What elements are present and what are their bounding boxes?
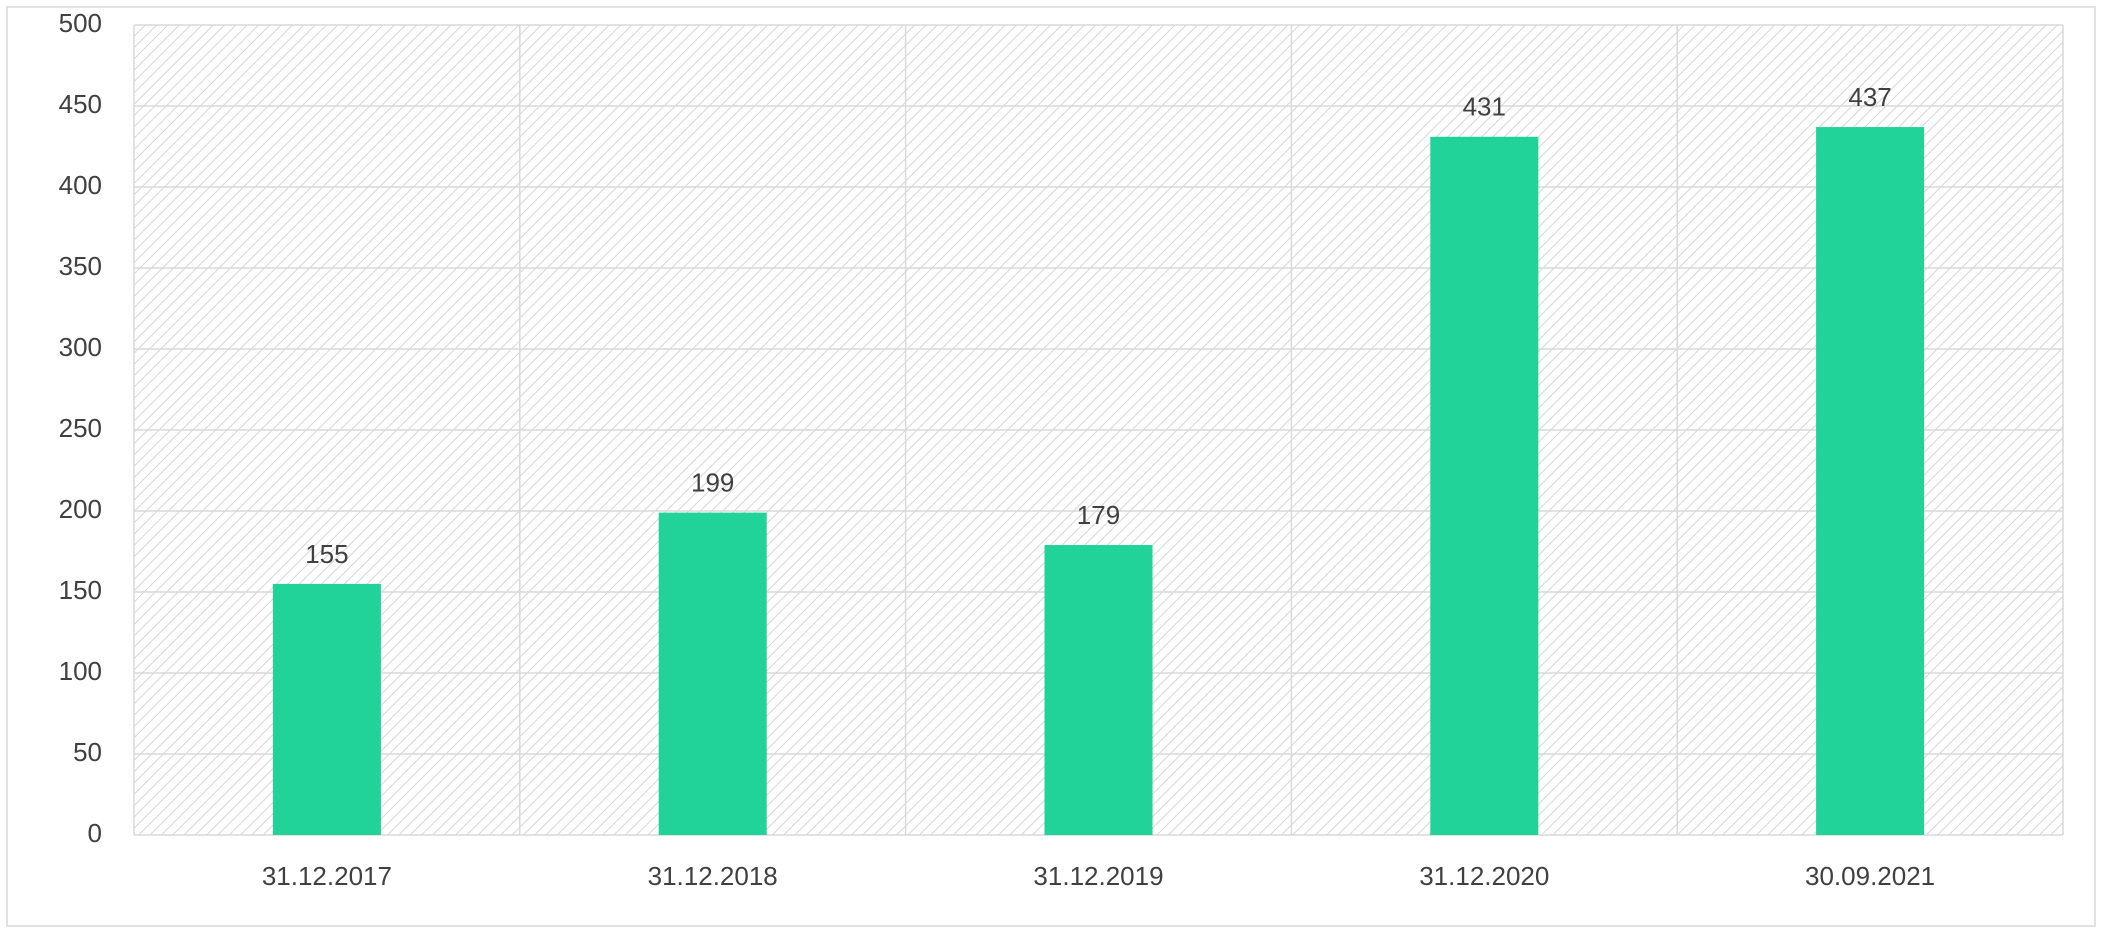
- bar: [1430, 136, 1539, 835]
- x-tick-label: 31.12.2019: [1033, 861, 1163, 891]
- data-label: 437: [1848, 82, 1891, 112]
- data-label: 179: [1077, 500, 1120, 530]
- y-tick-label: 0: [88, 818, 102, 848]
- data-label: 199: [691, 467, 734, 497]
- y-tick-label: 250: [59, 413, 102, 443]
- x-tick-label: 31.12.2018: [648, 861, 778, 891]
- y-tick-label: 300: [59, 332, 102, 362]
- data-label: 155: [305, 539, 348, 569]
- y-tick-label: 200: [59, 494, 102, 524]
- x-tick-label: 31.12.2020: [1419, 861, 1549, 891]
- y-tick-label: 450: [59, 89, 102, 119]
- y-tick-label: 500: [59, 8, 102, 38]
- bar: [272, 583, 381, 835]
- bar: [1044, 545, 1153, 835]
- data-label: 431: [1463, 92, 1506, 122]
- x-tick-label: 31.12.2017: [262, 861, 392, 891]
- bar: [1816, 127, 1925, 835]
- y-tick-label: 50: [73, 737, 102, 767]
- y-tick-label: 100: [59, 656, 102, 686]
- bar: [658, 512, 767, 835]
- y-tick-label: 150: [59, 575, 102, 605]
- y-tick-label: 350: [59, 251, 102, 281]
- y-tick-label: 400: [59, 170, 102, 200]
- x-tick-label: 30.09.2021: [1805, 861, 1935, 891]
